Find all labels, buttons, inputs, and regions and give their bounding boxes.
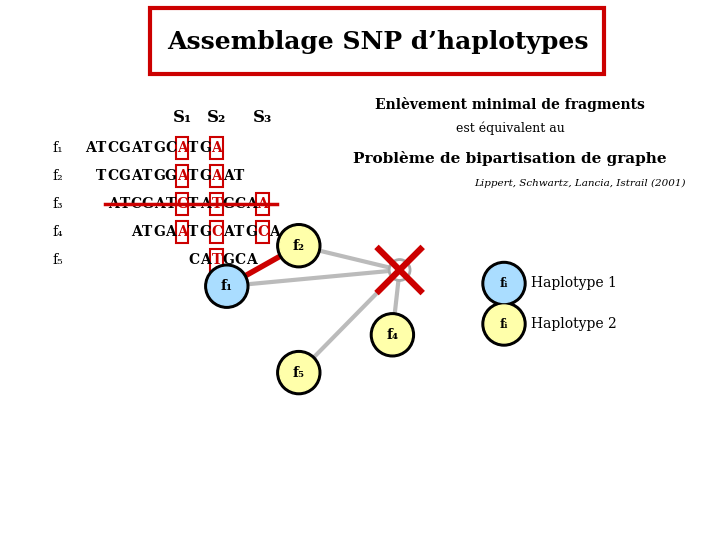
Text: C: C — [188, 253, 199, 267]
Text: G: G — [119, 141, 130, 155]
Text: T: T — [143, 169, 153, 183]
Circle shape — [374, 316, 411, 354]
Circle shape — [208, 267, 246, 305]
Text: G: G — [222, 197, 234, 211]
Text: A: A — [199, 253, 210, 267]
Text: f₁: f₁ — [221, 279, 233, 293]
Text: C: C — [165, 141, 176, 155]
Text: T: T — [212, 253, 222, 267]
Text: Enlèvement minimal de fragments: Enlèvement minimal de fragments — [375, 98, 645, 112]
Text: G: G — [153, 225, 165, 239]
Text: A: A — [107, 197, 118, 211]
Circle shape — [370, 313, 415, 357]
Text: A: A — [176, 225, 187, 239]
Text: A: A — [130, 169, 141, 183]
Text: Haplotype 2: Haplotype 2 — [531, 317, 617, 331]
Text: T: T — [189, 197, 199, 211]
Circle shape — [389, 260, 410, 280]
Text: f₄: f₄ — [53, 225, 63, 239]
Text: G: G — [176, 197, 188, 211]
Text: Problème de bipartisation de graphe: Problème de bipartisation de graphe — [354, 151, 667, 165]
Text: G: G — [153, 169, 165, 183]
Text: est équivalent au: est équivalent au — [456, 122, 564, 135]
Text: G: G — [142, 197, 153, 211]
Circle shape — [276, 224, 321, 268]
Text: C: C — [234, 253, 245, 267]
Text: G: G — [222, 253, 234, 267]
Text: A: A — [85, 141, 95, 155]
Text: f₃: f₃ — [53, 197, 63, 211]
Text: Lippert, Schwartz, Lancia, Istrail (2001): Lippert, Schwartz, Lancia, Istrail (2001… — [474, 178, 685, 187]
Text: f₂: f₂ — [53, 169, 63, 183]
Text: S₁: S₁ — [172, 110, 192, 126]
Text: T: T — [96, 141, 107, 155]
Text: G: G — [199, 225, 211, 239]
Text: G: G — [119, 169, 130, 183]
Text: A: A — [211, 169, 222, 183]
Circle shape — [204, 264, 249, 308]
Text: A: A — [153, 197, 164, 211]
Text: T: T — [166, 197, 176, 211]
Text: C: C — [211, 225, 222, 239]
Text: C: C — [234, 197, 245, 211]
Text: A: A — [246, 253, 256, 267]
Text: A: A — [176, 169, 187, 183]
Text: C: C — [107, 169, 119, 183]
Text: A: A — [269, 225, 279, 239]
Circle shape — [485, 265, 523, 302]
Text: fᵢ: fᵢ — [500, 277, 508, 290]
Circle shape — [280, 354, 318, 391]
Text: T: T — [143, 141, 153, 155]
Text: f₅: f₅ — [293, 366, 305, 380]
Text: G: G — [199, 141, 211, 155]
Circle shape — [485, 305, 523, 343]
Text: A: A — [246, 197, 256, 211]
Text: f₄: f₄ — [387, 328, 398, 342]
Text: C: C — [107, 141, 119, 155]
Text: T: T — [235, 169, 245, 183]
Text: C: C — [130, 197, 142, 211]
Circle shape — [482, 261, 526, 306]
Text: A: A — [211, 141, 222, 155]
Circle shape — [482, 302, 526, 346]
Text: T: T — [96, 169, 107, 183]
Text: A: A — [222, 169, 233, 183]
Text: A: A — [257, 197, 268, 211]
Text: Haplotype 1: Haplotype 1 — [531, 276, 617, 291]
Text: S₂: S₂ — [207, 110, 226, 126]
Text: T: T — [143, 225, 153, 239]
Text: A: A — [130, 141, 141, 155]
Text: A: A — [130, 225, 141, 239]
Text: A: A — [222, 225, 233, 239]
Text: G: G — [245, 225, 257, 239]
Text: G: G — [165, 169, 176, 183]
Text: A: A — [199, 197, 210, 211]
Text: A: A — [176, 141, 187, 155]
Text: T: T — [189, 225, 199, 239]
Text: T: T — [189, 141, 199, 155]
Text: f₁: f₁ — [53, 141, 63, 155]
Text: T: T — [120, 197, 130, 211]
Text: C: C — [257, 225, 268, 239]
Text: S₃: S₃ — [253, 110, 272, 126]
Text: Assemblage SNP d’haplotypes: Assemblage SNP d’haplotypes — [167, 30, 588, 54]
Text: f₅: f₅ — [53, 253, 63, 267]
Text: T: T — [189, 169, 199, 183]
Text: T: T — [235, 225, 245, 239]
Text: f₂: f₂ — [293, 239, 305, 253]
Circle shape — [280, 227, 318, 265]
Text: T: T — [212, 197, 222, 211]
Text: A: A — [165, 225, 176, 239]
Text: G: G — [199, 169, 211, 183]
Circle shape — [276, 350, 321, 395]
Text: fᵢ: fᵢ — [500, 318, 508, 330]
Text: G: G — [153, 141, 165, 155]
